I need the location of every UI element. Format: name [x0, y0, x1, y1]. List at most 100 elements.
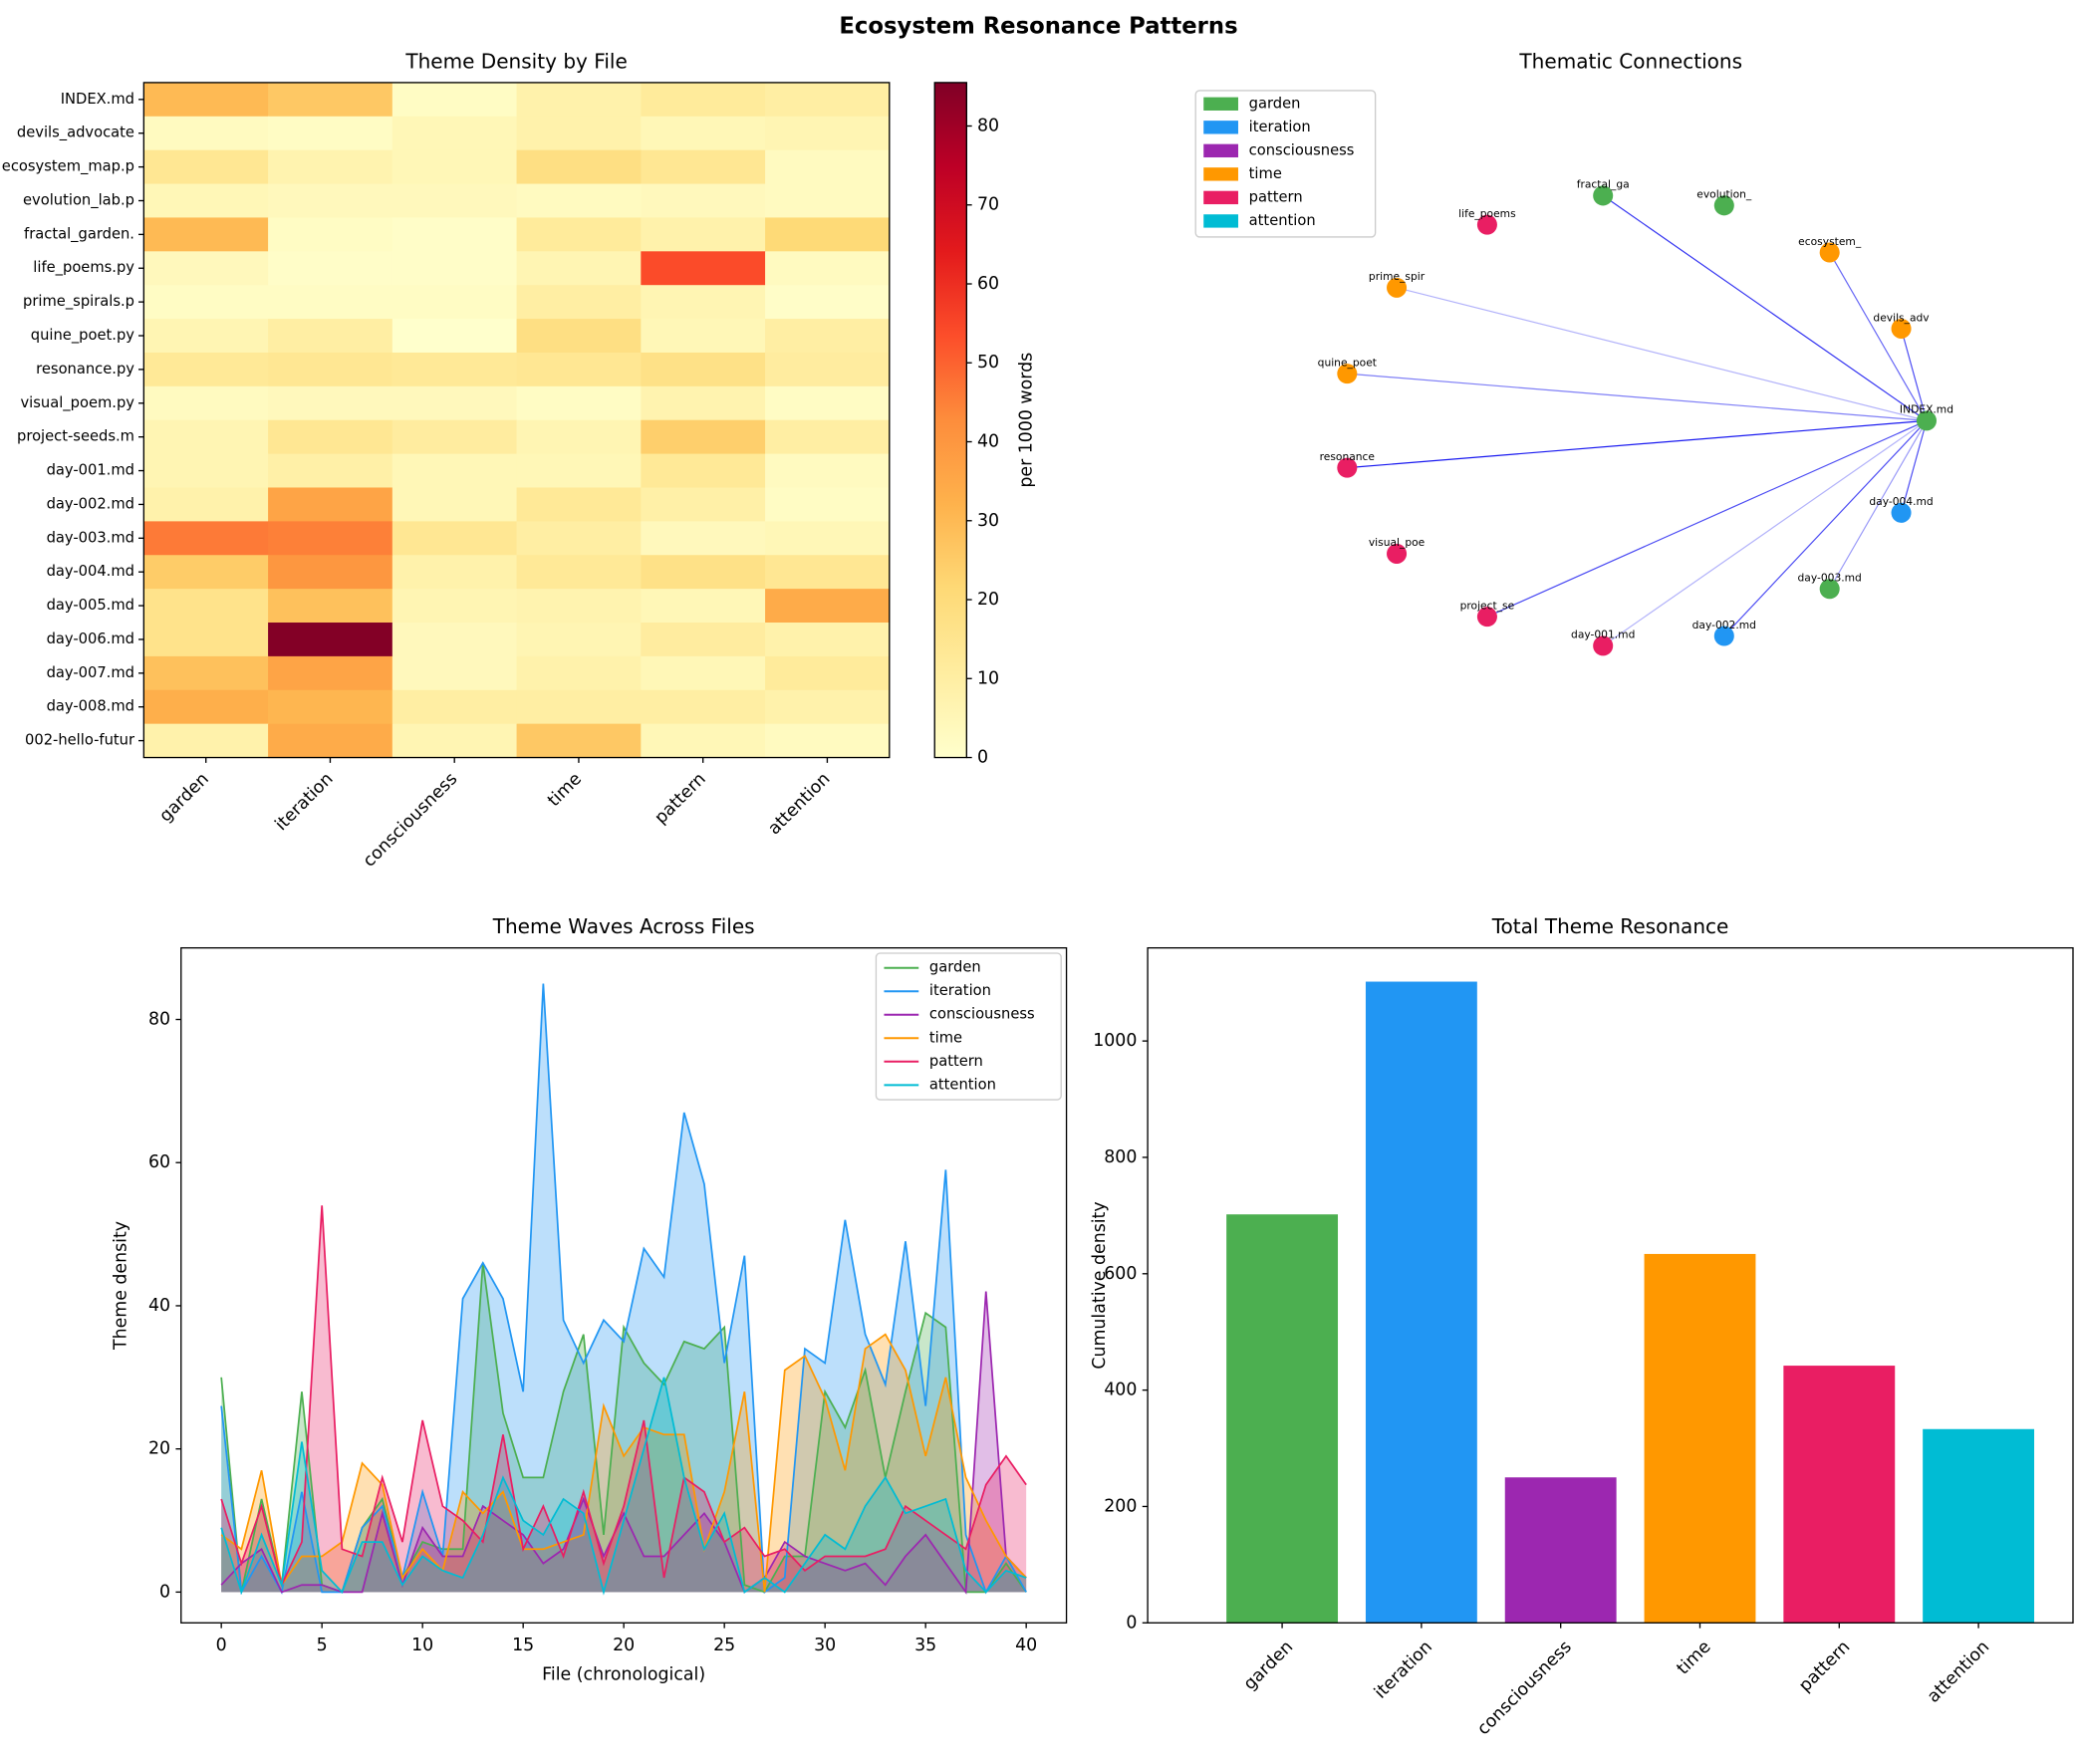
node-label: day-003.md: [1798, 572, 1862, 585]
heatmap-cell: [641, 623, 766, 657]
colorbar-tick-label: 60: [977, 274, 999, 294]
y-tick-label: 0: [159, 1582, 170, 1602]
heatmap-cell: [143, 723, 269, 759]
heatmap-cell: [391, 589, 518, 624]
heatmap-cell: [641, 285, 766, 320]
colorbar-tick-label: 40: [977, 432, 999, 452]
heatmap-cell: [765, 251, 891, 286]
y-tick-label: 40: [148, 1296, 170, 1316]
y-tick-label: 0: [1126, 1613, 1137, 1633]
node: [1713, 195, 1734, 216]
node: [1593, 185, 1614, 206]
legend-frame: [875, 952, 1062, 1101]
heatmap-cell: [391, 419, 518, 455]
heatmap-cell: [765, 319, 891, 354]
heatmap-cell: [516, 453, 642, 489]
x-tick-label: garden: [1240, 1638, 1297, 1694]
heatmap-cell: [268, 183, 393, 219]
legend-label: attention: [1249, 212, 1316, 229]
heatmap-cell: [391, 487, 518, 523]
colorbar-tick-label: 0: [977, 748, 988, 768]
legend-label: iteration: [1249, 119, 1311, 135]
node: [1891, 502, 1912, 523]
x-tick-label: time: [1674, 1638, 1715, 1679]
heatmap-cell: [268, 689, 393, 725]
heatmap-cell: [268, 487, 393, 523]
edge: [1829, 420, 1928, 590]
heatmap-cell: [268, 623, 393, 657]
y-tick-label: INDEX.md: [61, 91, 134, 108]
y-tick-label: day-007.md: [47, 664, 134, 681]
heatmap-cell: [391, 689, 518, 725]
x-tick-label: 40: [1015, 1636, 1037, 1655]
chart-title: Total Theme Resonance: [1491, 914, 1729, 938]
heatmap-cell: [516, 116, 642, 151]
y-tick-label: 800: [1104, 1147, 1137, 1167]
y-tick-label: day-004.md: [47, 563, 134, 580]
legend-label: garden: [929, 959, 981, 976]
heatmap-cell: [143, 521, 269, 556]
heatmap-cell: [516, 149, 642, 185]
x-tick-label: 5: [317, 1636, 328, 1655]
x-tick-label: iteration: [272, 769, 338, 835]
colorbar-tick-label: 50: [977, 353, 999, 373]
heatmap-cell: [143, 623, 269, 657]
node-label: fractal_ga: [1577, 178, 1630, 191]
heatmap-cell: [391, 723, 518, 759]
edge: [1900, 420, 1928, 513]
heatmap-cell: [268, 589, 393, 624]
node: [1476, 607, 1497, 628]
heatmap-cell: [143, 589, 269, 624]
x-tick-label: attention: [764, 769, 834, 839]
area: [221, 1377, 1027, 1593]
y-axis-label: Cumulative density: [1090, 1201, 1110, 1369]
x-tick-label: consciousness: [360, 769, 462, 872]
heatmap-cell: [765, 453, 891, 489]
heatmap-cell: [143, 352, 269, 387]
heatmap-cell: [765, 116, 891, 151]
heatmap-cell: [641, 385, 766, 421]
legend-swatch: [1203, 97, 1238, 111]
heatmap-cell: [143, 385, 269, 421]
heatmap-cell: [641, 589, 766, 624]
heatmap-cell: [765, 352, 891, 387]
y-tick-label: visual_poem.py: [20, 394, 134, 411]
node-label: day-001.md: [1571, 629, 1635, 641]
heatmap-cell: [268, 116, 393, 151]
heatmap-cell: [268, 149, 393, 185]
y-tick-label: day-008.md: [47, 698, 134, 715]
x-tick-label: 0: [216, 1636, 227, 1655]
x-tick-label: garden: [155, 769, 212, 826]
x-tick-label: 20: [613, 1636, 635, 1655]
heatmap-cell: [641, 689, 766, 725]
heatmap-cell: [268, 251, 393, 286]
node-label: prime_spir: [1369, 270, 1426, 283]
legend-label: consciousness: [929, 1006, 1035, 1023]
heatmap-cell: [641, 183, 766, 219]
y-tick-label: day-003.md: [47, 529, 134, 546]
colorbar-tick-label: 70: [977, 195, 999, 215]
heatmap-cell: [765, 623, 891, 657]
bar: [1783, 1366, 1896, 1624]
legend-swatch: [1203, 190, 1238, 205]
node: [1337, 364, 1358, 384]
x-tick-label: attention: [1924, 1638, 1993, 1707]
y-tick-label: 60: [148, 1152, 170, 1172]
y-tick-label: resonance.py: [36, 361, 134, 378]
heatmap-cell: [143, 555, 269, 590]
y-tick-label: project-seeds.m: [17, 428, 134, 445]
heatmap-cell: [268, 419, 393, 455]
chart-title: Theme Waves Across Files: [492, 914, 755, 938]
heatmap-cell: [516, 352, 642, 387]
chart-title: Theme Density by File: [404, 49, 627, 73]
colorbar: [933, 82, 967, 759]
chart-title: Thematic Connections: [1518, 49, 1742, 73]
heatmap-cell: [391, 319, 518, 354]
heatmap-cell: [516, 319, 642, 354]
heatmap-cell: [641, 82, 766, 118]
heatmap-cell: [143, 183, 269, 219]
edge: [1396, 287, 1928, 421]
x-tick-label: 25: [713, 1636, 735, 1655]
node-label: evolution_: [1696, 188, 1752, 201]
node: [1819, 242, 1840, 263]
